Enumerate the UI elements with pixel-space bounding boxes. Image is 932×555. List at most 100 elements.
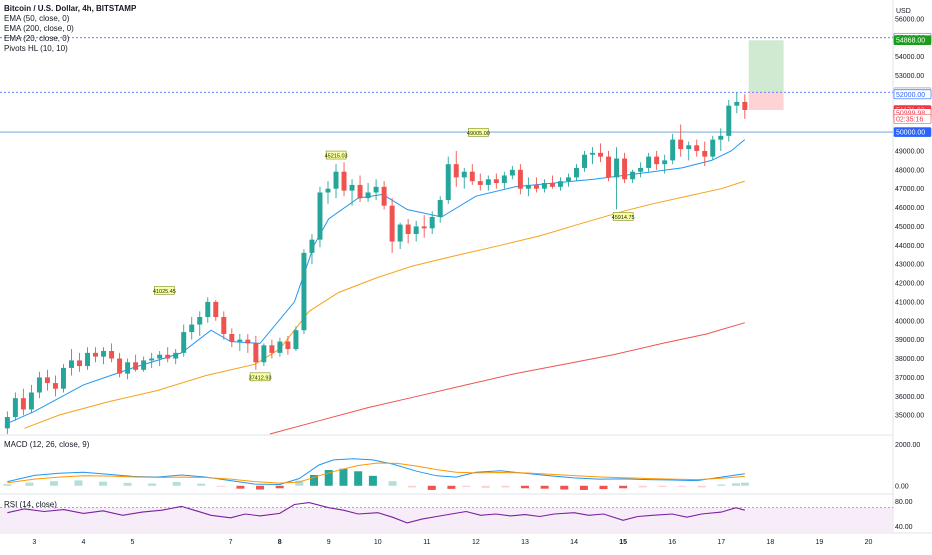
candle [205, 297, 211, 323]
candle [413, 220, 419, 242]
pivot-label-text: 45215.03 [325, 154, 348, 160]
candle-body [373, 186, 379, 193]
candle-body [541, 183, 547, 189]
candle-body [293, 330, 299, 350]
candle-body [381, 186, 387, 206]
candle [381, 181, 387, 210]
price-tick-label: 36000.00 [895, 394, 924, 401]
time-tick-label: 7 [229, 539, 233, 546]
candle [501, 171, 507, 189]
candle-body [493, 179, 499, 184]
candle-body [341, 171, 347, 191]
candle-body [60, 367, 66, 389]
candle [141, 356, 147, 372]
rsi-tick-label: 40.00 [895, 524, 913, 531]
candle [405, 218, 411, 244]
price-tick-label: 46000.00 [895, 205, 924, 212]
legend-ema200[interactable]: EMA (200, close, 0) [4, 24, 74, 33]
macd-histogram-bar [275, 485, 284, 489]
candle [429, 211, 435, 234]
legend: Bitcoin / U.S. Dollar, 4h, BITSTAMP EMA … [4, 4, 136, 54]
candle-body [509, 169, 515, 176]
rsi-legend[interactable]: RSI (14, close) [4, 500, 57, 509]
time-tick-label: 18 [766, 539, 774, 546]
pivot-label-box [612, 212, 634, 221]
candle [694, 139, 700, 157]
candle [686, 141, 692, 161]
price-tick-label: 43000.00 [895, 262, 924, 269]
candle [598, 143, 604, 163]
candle-body [429, 217, 435, 229]
price-label-box [893, 35, 932, 46]
candle-body [622, 158, 628, 180]
candle [229, 328, 235, 348]
pivot-label: 45215.03 [325, 150, 348, 160]
candle-body [349, 184, 355, 191]
candle-body [173, 352, 179, 359]
legend-ema50[interactable]: EMA (50, close, 0) [4, 14, 70, 23]
macd-histogram-bar [310, 474, 319, 486]
candle [549, 175, 555, 189]
candle-body [638, 167, 644, 172]
macd-histogram-bar [3, 484, 12, 486]
candle [365, 183, 371, 202]
candle [325, 181, 331, 204]
price-tick-label: 37000.00 [895, 375, 924, 382]
legend-pivots[interactable]: Pivots HL (10, 10) [4, 44, 68, 53]
candle-body [413, 226, 419, 234]
candle-body [365, 192, 371, 199]
pivot-label: 37412.93 [249, 372, 272, 382]
candle [173, 349, 179, 365]
macd-tick-label: 0.00 [895, 483, 909, 490]
candle [718, 128, 724, 151]
candle-body [36, 377, 42, 393]
candle [614, 147, 620, 210]
macd-histogram-bar [368, 475, 377, 486]
ema20-line [4, 139, 746, 426]
candle-body [12, 398, 18, 418]
candle [574, 164, 579, 182]
candle-body [69, 360, 74, 368]
time-tick-label: 11 [423, 539, 430, 546]
candle-body [565, 177, 571, 182]
candle-body [461, 171, 467, 178]
candle [333, 164, 339, 199]
legend-ema20[interactable]: EMA (20, close, 0) [4, 34, 70, 43]
macd-histogram-bar [324, 470, 333, 486]
macd-legend[interactable]: MACD (12, 26, close, 9) [4, 440, 90, 449]
candle-body [726, 105, 732, 136]
price-tick-label: 40000.00 [895, 318, 924, 325]
price-label-box [893, 89, 932, 100]
candle [117, 352, 123, 378]
pivot-label: 45914.75 [612, 212, 635, 221]
price-label-box [893, 114, 932, 124]
candle [125, 358, 131, 380]
price-tick-label: 44000.00 [895, 243, 924, 250]
candle-body [309, 239, 315, 253]
pivot-label-box [249, 372, 271, 382]
candle [357, 175, 363, 202]
price-label-text: 50000.00 [896, 130, 925, 137]
candle [20, 388, 26, 416]
candle-body [205, 301, 211, 318]
candle-body [317, 192, 323, 240]
macd-histogram-bar [123, 482, 132, 486]
time-tick-label: 14 [570, 539, 578, 546]
candle-body [28, 392, 34, 410]
candle-body [20, 398, 26, 410]
macd-histogram-bar [638, 485, 647, 488]
legend-symbol[interactable]: Bitcoin / U.S. Dollar, 4h, BITSTAMP [4, 4, 137, 13]
candle [461, 167, 467, 189]
candle [389, 198, 395, 253]
candle [77, 352, 82, 372]
price-tick-label: 49000.00 [895, 148, 924, 155]
macd-histogram-bar [197, 483, 206, 486]
macd-histogram-bar [216, 485, 225, 487]
candle [646, 152, 652, 172]
candle-body [52, 383, 58, 389]
candle-body [702, 150, 708, 157]
candle [654, 150, 660, 170]
time-tick-label: 15 [619, 539, 627, 546]
